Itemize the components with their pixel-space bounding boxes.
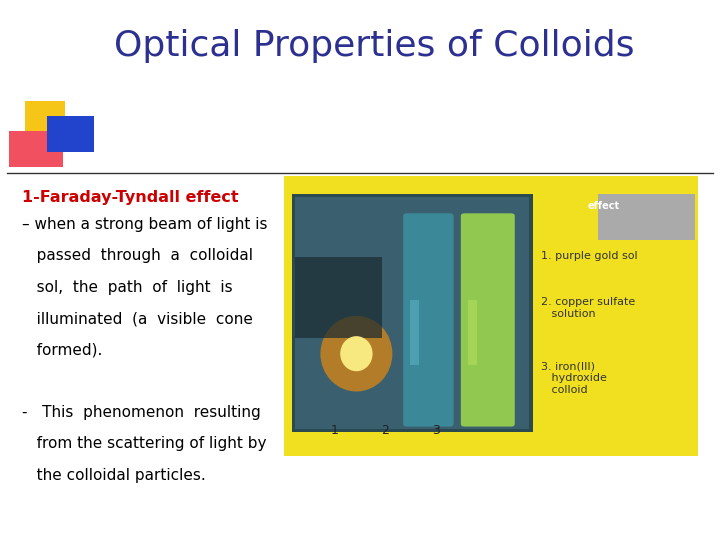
Ellipse shape [320, 316, 392, 392]
FancyBboxPatch shape [410, 300, 419, 365]
FancyBboxPatch shape [292, 194, 533, 432]
Text: 1. purple gold sol: 1. purple gold sol [541, 251, 638, 261]
Text: formed).: formed). [22, 342, 102, 357]
Text: sol,  the  path  of  light  is: sol, the path of light is [22, 280, 233, 295]
Text: – when a strong beam of light is: – when a strong beam of light is [22, 217, 267, 232]
Text: effect: effect [588, 201, 619, 211]
FancyBboxPatch shape [598, 194, 695, 240]
Text: -   This  phenomenon  resulting: - This phenomenon resulting [22, 405, 261, 420]
FancyBboxPatch shape [403, 213, 454, 427]
Text: passed  through  a  colloidal: passed through a colloidal [22, 248, 253, 264]
Text: 3: 3 [432, 424, 439, 437]
Ellipse shape [340, 336, 373, 372]
Text: 1: 1 [331, 424, 338, 437]
Text: Optical Properties of Colloids: Optical Properties of Colloids [114, 29, 634, 63]
FancyBboxPatch shape [295, 256, 382, 338]
Text: from the scattering of light by: from the scattering of light by [22, 436, 266, 451]
FancyBboxPatch shape [295, 197, 529, 429]
Text: the colloidal particles.: the colloidal particles. [22, 468, 205, 483]
Text: 2: 2 [382, 424, 389, 437]
FancyBboxPatch shape [25, 101, 65, 138]
FancyBboxPatch shape [468, 300, 477, 365]
Text: 3. iron(III)
   hydroxide
   colloid: 3. iron(III) hydroxide colloid [541, 362, 607, 395]
FancyBboxPatch shape [9, 131, 63, 167]
Text: 1-Faraday-Tyndall effect: 1-Faraday-Tyndall effect [22, 190, 238, 205]
FancyBboxPatch shape [284, 176, 698, 456]
Text: 2. copper sulfate
   solution: 2. copper sulfate solution [541, 297, 636, 319]
Text: illuminated  (a  visible  cone: illuminated (a visible cone [22, 311, 253, 326]
FancyBboxPatch shape [47, 116, 94, 152]
FancyBboxPatch shape [461, 213, 515, 427]
